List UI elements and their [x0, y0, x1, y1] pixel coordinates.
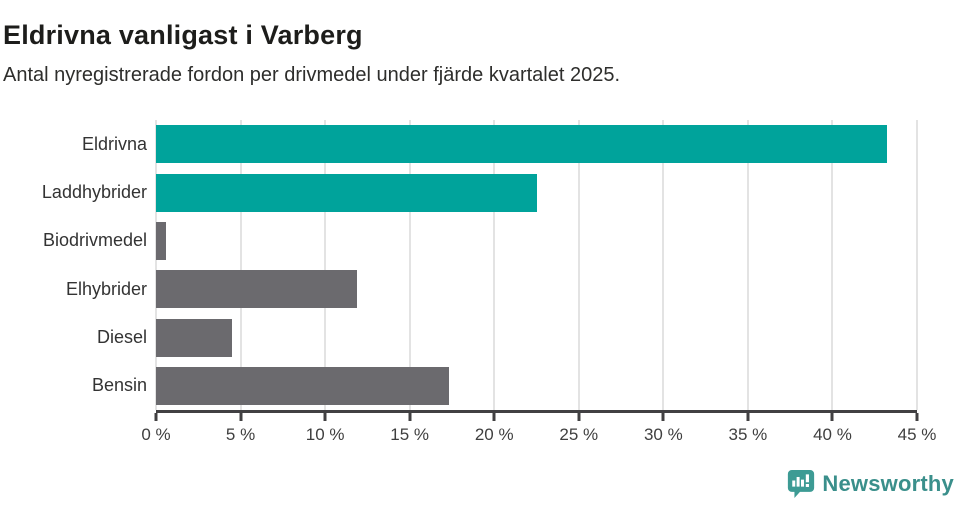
x-tick-label: 35 % — [728, 425, 768, 444]
x-tick-mark — [577, 413, 581, 421]
x-tick-label: 20 % — [474, 425, 514, 444]
x-tick-mark — [408, 413, 412, 421]
x-tick-mark — [661, 413, 665, 421]
newsworthy-logo: Newsworthy — [787, 469, 954, 499]
bar-diesel — [156, 318, 233, 357]
category-label: Laddhybrider — [41, 182, 147, 202]
category-label: Eldrivna — [81, 133, 147, 154]
x-tick-mark — [746, 413, 750, 421]
plot-area — [155, 120, 918, 413]
bar-laddhybrider — [156, 173, 537, 212]
x-tick-mark — [239, 413, 243, 421]
gridline — [916, 120, 918, 410]
x-tick-label: 10 % — [305, 425, 345, 444]
x-tick-label: 30 % — [643, 425, 683, 444]
bar-bensin — [156, 366, 449, 405]
x-tick-label: 25 % — [559, 425, 599, 444]
bar-eldrivna — [156, 125, 887, 164]
newsworthy-logo-text: Newsworthy — [822, 471, 954, 496]
x-tick-mark — [323, 413, 327, 421]
chart-title: Eldrivna vanligast i Varberg — [3, 20, 363, 51]
category-label: Bensin — [91, 375, 147, 396]
category-labels: Eldrivna Laddhybrider Biodrivmedel Elhybrid… — [0, 120, 147, 410]
gridline — [324, 120, 327, 410]
x-tick-mark — [915, 413, 919, 421]
chart-subtitle: Antal nyregistrerade fordon per drivmede… — [3, 64, 621, 86]
bar-elhybrider — [156, 270, 358, 309]
category-label: Elhybrider — [65, 278, 147, 299]
bar-biodrivmedel — [156, 221, 167, 260]
gridline — [239, 120, 242, 410]
x-axis: 0 % 5 % 10 % 15 % 20 % 25 % 30 % 35 % 40 % 45 % — [141, 413, 936, 453]
category-label: Diesel — [96, 327, 147, 347]
x-tick-label: 45 % — [897, 425, 937, 444]
x-tick-label: 0 % — [141, 425, 171, 444]
gridline — [493, 120, 496, 410]
x-tick-label: 5 % — [225, 425, 256, 444]
newsworthy-speech-bubble-chart-icon — [788, 470, 815, 498]
x-tick-mark — [492, 413, 496, 421]
category-label: Biodrivmedel — [42, 230, 147, 251]
gridline — [577, 120, 580, 410]
x-tick-label: 40 % — [813, 425, 852, 444]
gridline — [408, 120, 411, 410]
x-tick-label: 15 % — [390, 425, 430, 444]
x-tick-mark — [154, 413, 158, 421]
x-tick-mark — [830, 413, 834, 421]
gridline — [155, 120, 157, 410]
gridline — [746, 120, 749, 410]
gridline — [662, 120, 665, 410]
gridline — [831, 120, 834, 410]
